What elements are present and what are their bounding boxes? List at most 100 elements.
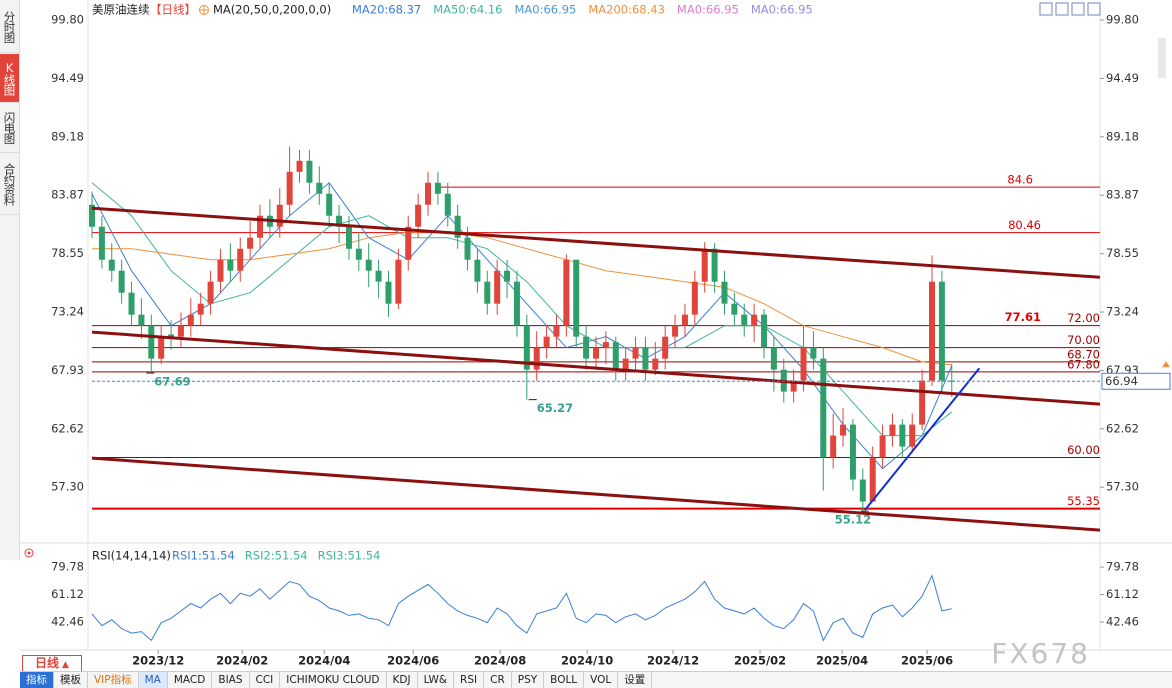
rsi-icon[interactable]: [24, 548, 34, 558]
candle-body: [622, 358, 629, 370]
x-tick-label: 2025/06: [901, 654, 953, 668]
toolbar-item[interactable]: CCI: [250, 672, 281, 688]
settings-icon[interactable]: [199, 5, 209, 15]
candle-body: [543, 336, 550, 348]
last-price-box: [1101, 372, 1171, 390]
period-text: 日线: [35, 656, 60, 670]
y-tick-label: 89.18: [1106, 129, 1139, 143]
icon[interactable]: [1071, 2, 1085, 16]
y-tick-label: 62.62: [1106, 421, 1139, 435]
toolbar-item[interactable]: 模板: [54, 672, 88, 688]
legend-item: MA50:64.16: [433, 3, 502, 17]
toolbar-item[interactable]: MA: [138, 672, 168, 688]
y-tick-label: 94.49: [1106, 71, 1139, 85]
tab[interactable]: K线图: [0, 54, 19, 103]
tab[interactable]: 闪电图: [0, 104, 19, 153]
candle-body: [237, 248, 244, 271]
candle-body: [425, 182, 431, 205]
y-tick-label: 61.12: [1106, 587, 1139, 601]
toolbar-item[interactable]: BOLL: [544, 672, 585, 688]
candle-body: [395, 259, 402, 304]
icon[interactable]: [1055, 2, 1069, 16]
candle-body: [573, 259, 580, 337]
icon[interactable]: [1039, 2, 1053, 16]
candle-body: [790, 380, 797, 392]
scrollbar[interactable]: [1158, 38, 1166, 78]
level-label: 80.46: [1008, 218, 1041, 232]
y-tick-label: 99.80: [51, 13, 84, 27]
candle-body: [553, 325, 560, 337]
candle-body: [593, 347, 599, 359]
toolbar-item[interactable]: PSY: [512, 672, 545, 688]
last-price-label: 66.94: [1105, 374, 1138, 388]
toolbar-item[interactable]: KDJ: [387, 672, 418, 688]
candle-body: [810, 347, 817, 359]
candle-body: [879, 435, 886, 458]
watermark: FX678: [991, 637, 1090, 670]
level-note: 77.61: [1005, 310, 1041, 324]
candle-body: [929, 281, 935, 381]
toolbar-item[interactable]: ICHIMOKU CLOUD: [280, 672, 387, 688]
toolbar-item[interactable]: 指标: [20, 672, 54, 688]
rsi-line: [91, 574, 952, 642]
candle-body: [523, 325, 530, 370]
candle-body: [365, 259, 372, 271]
toolbar-item[interactable]: VOL: [584, 672, 619, 688]
level-label: 72.00: [1067, 311, 1100, 325]
candle-body: [662, 336, 669, 359]
symbol: 美原油连续: [92, 3, 150, 17]
candle-body: [474, 259, 481, 282]
candle-body: [642, 347, 649, 370]
candle-body: [118, 270, 125, 293]
toolbar-item[interactable]: RSI: [454, 672, 485, 688]
icon[interactable]: [1087, 2, 1101, 16]
candle-body: [217, 259, 224, 282]
tab[interactable]: 分时图: [0, 2, 19, 53]
level-label: 55.35: [1067, 494, 1100, 508]
toolbar-item[interactable]: BIAS: [212, 672, 250, 688]
candle-body: [691, 281, 698, 315]
candle-body: [602, 342, 609, 348]
candle-body: [148, 325, 155, 359]
candle-body: [721, 281, 728, 304]
candle-body: [415, 204, 422, 227]
candle-body: [899, 424, 906, 447]
candle-body: [177, 325, 184, 337]
candle-body: [889, 424, 896, 436]
period-button[interactable]: 日线 ▲: [22, 655, 82, 672]
background: [20, 0, 1172, 670]
candle-body: [247, 237, 254, 249]
legend-item: RSI3:51.54: [318, 549, 381, 563]
trendline: [91, 330, 1101, 406]
x-tick-label: 2025/04: [816, 654, 868, 668]
price-mark-label: 55.12: [835, 513, 871, 527]
candle-body: [504, 270, 511, 282]
x-tick-label: 2024/12: [647, 654, 699, 668]
toolbar-item[interactable]: LW&: [418, 672, 455, 688]
y-tick-label: 83.87: [1106, 188, 1139, 202]
legend-item: MA0:66.95: [751, 3, 813, 17]
candle-body: [108, 259, 115, 271]
candle-body: [464, 237, 471, 260]
tab[interactable]: 合约资料: [0, 154, 19, 215]
toolbar-item[interactable]: 设置: [618, 672, 653, 688]
toolbar-item[interactable]: VIP指标: [88, 672, 139, 688]
x-tick-label: 2024/02: [216, 654, 268, 668]
legend-item: RSI1:51.54: [172, 549, 235, 563]
toolbar-item[interactable]: CR: [484, 672, 512, 688]
candle-body: [859, 479, 866, 502]
candle-body: [227, 259, 234, 271]
candle-body: [701, 248, 708, 282]
y-tick-label: 61.12: [51, 587, 84, 601]
candle-body: [434, 182, 441, 194]
candle-body: [948, 380, 955, 382]
toolbar: 指标 模板 VIP指标 MA MACD BIAS CCI ICHIMOKU CLOUD KDJ L…: [20, 671, 1172, 688]
level-label: 67.80: [1067, 357, 1100, 371]
trendline: [91, 456, 1101, 532]
toolbar-item[interactable]: MACD: [168, 672, 213, 688]
candle-body: [207, 281, 214, 304]
candle-body: [741, 314, 748, 326]
legend-item: MA20:68.37: [352, 3, 421, 17]
legend-item: MA0:66.95: [677, 3, 739, 17]
candle-body: [336, 215, 343, 227]
